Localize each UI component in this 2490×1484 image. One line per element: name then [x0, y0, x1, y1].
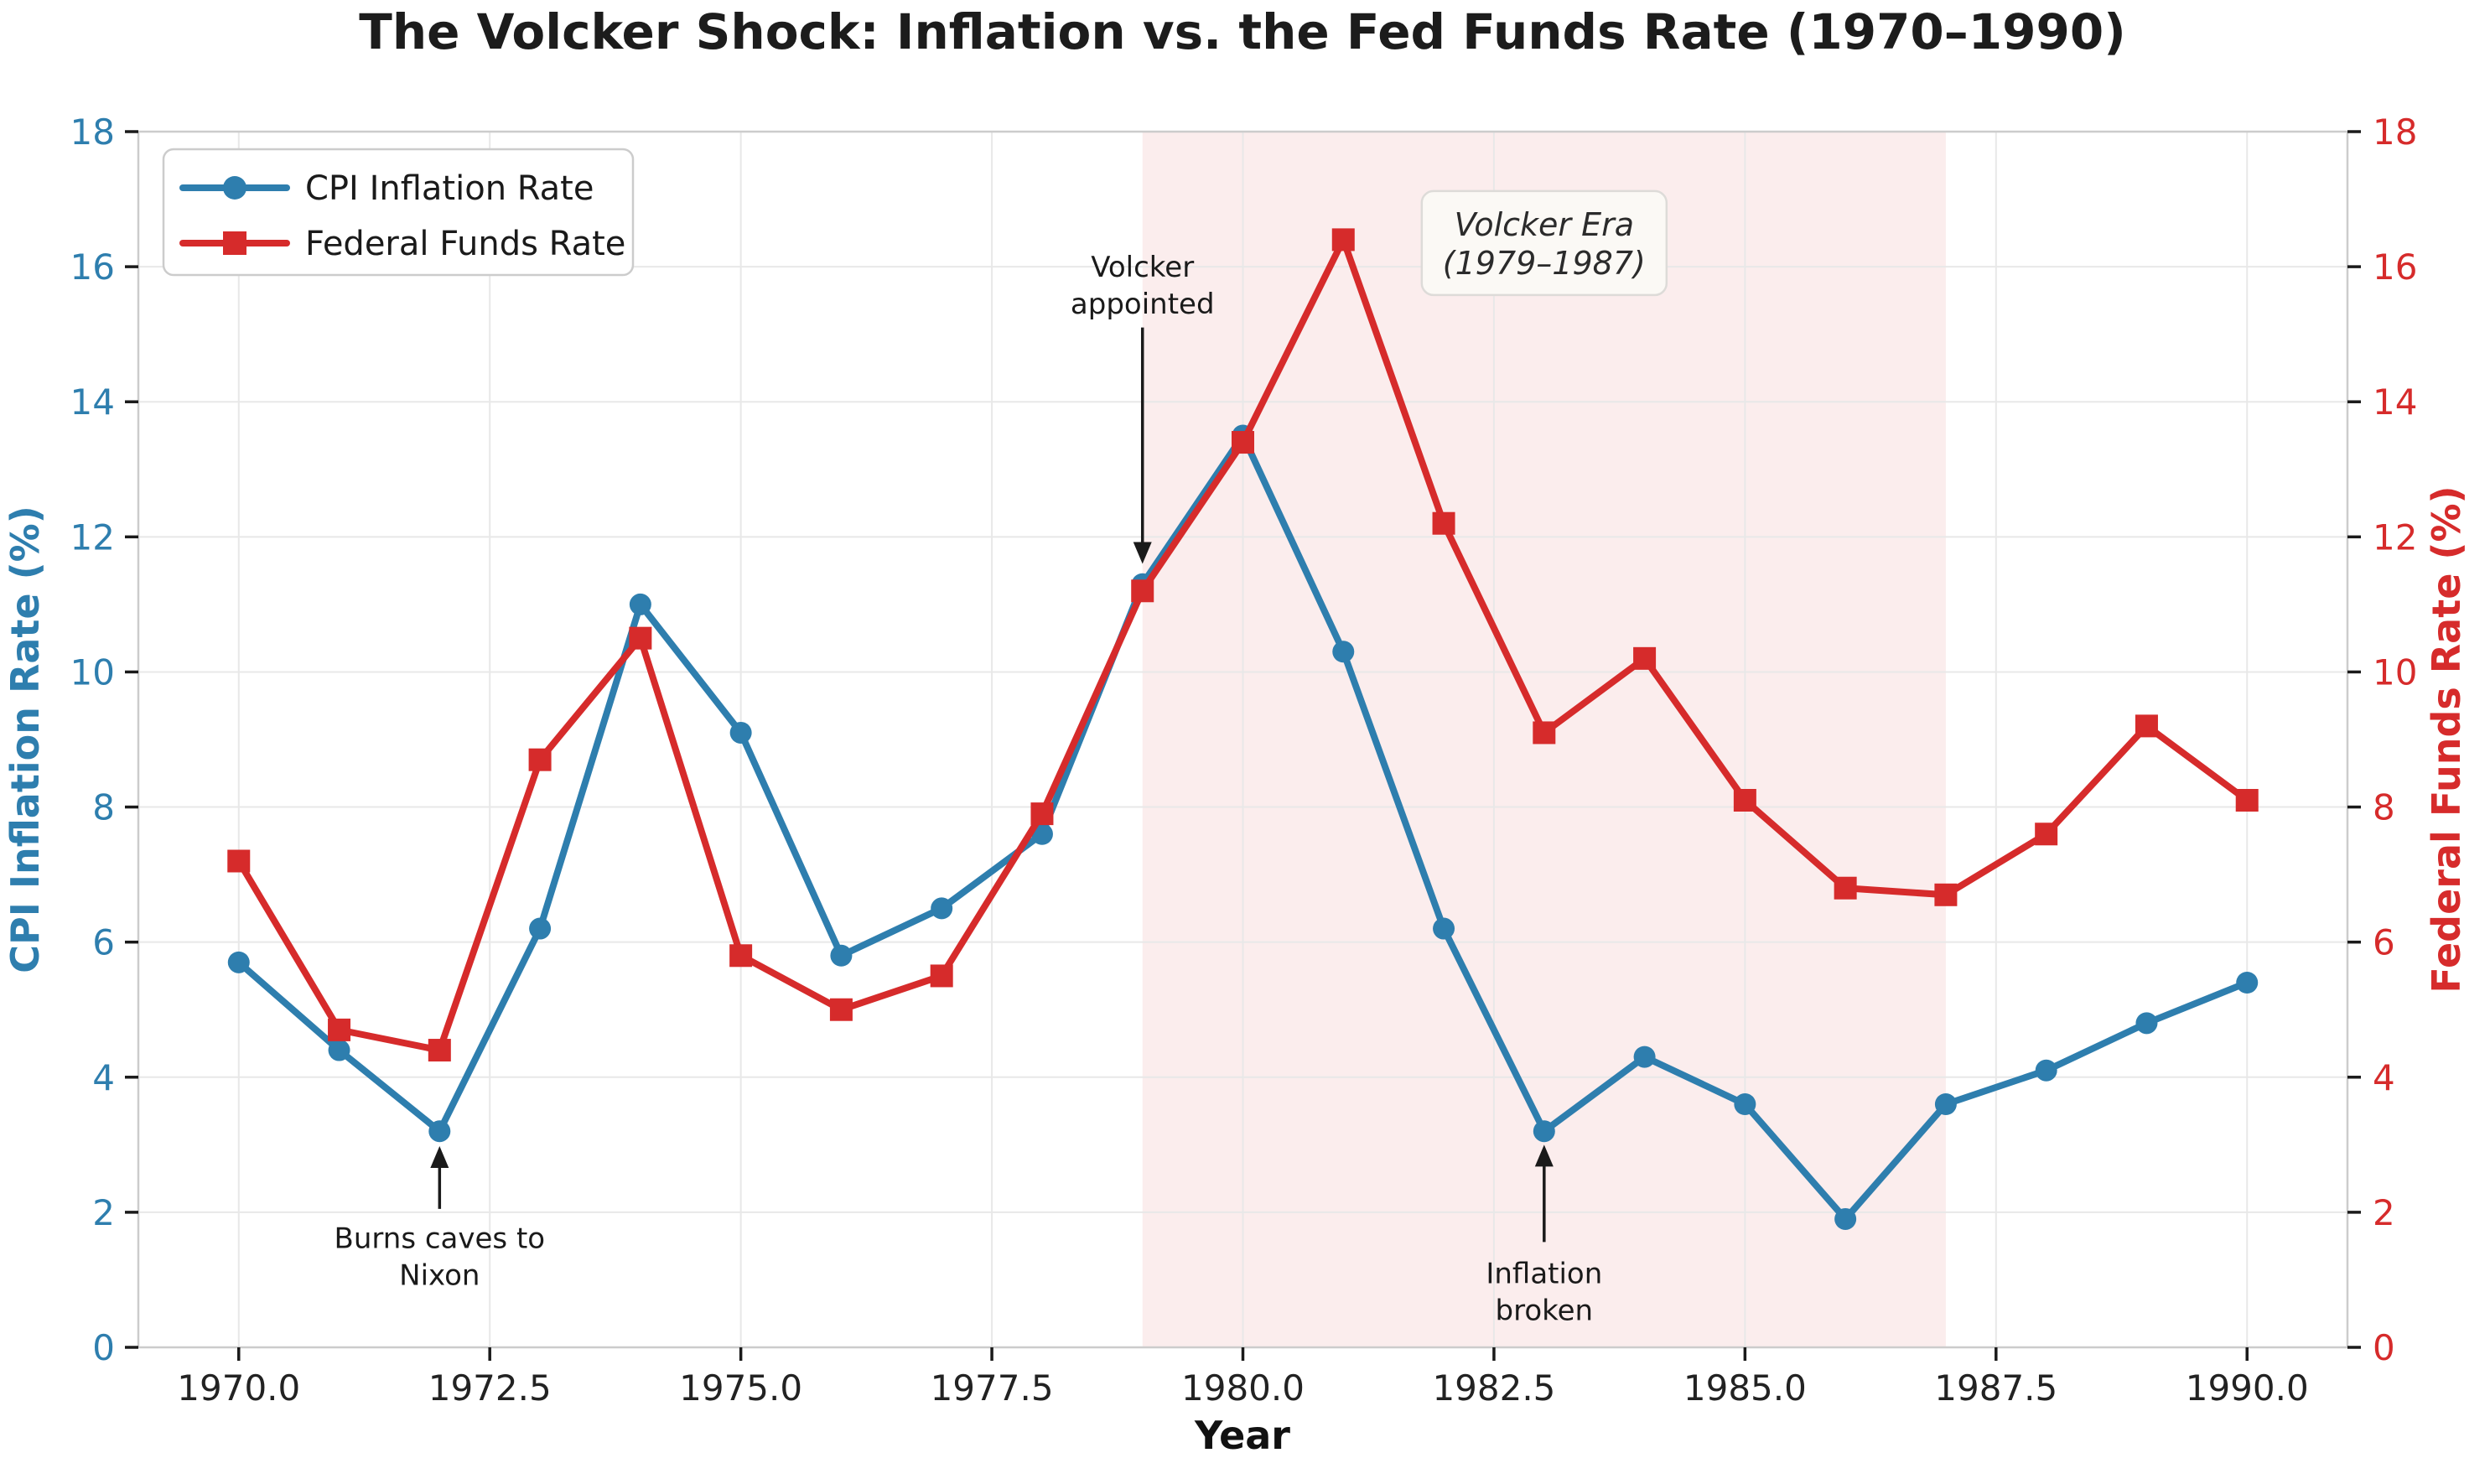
y-left-tick-label: 16 [70, 246, 115, 288]
data-series-layer [227, 228, 2259, 1230]
x-tick-label: 1990.0 [2186, 1367, 2309, 1409]
y-right-tick-label: 16 [2373, 246, 2417, 288]
volcker-era-label: Volcker Era [1455, 206, 1634, 243]
y-left-tick-label: 18 [70, 112, 115, 153]
y-right-axis-label: Federal Funds Rate (%) [2424, 485, 2469, 993]
cpi-data-point [1734, 1093, 1756, 1115]
legend: CPI Inflation Rate Federal Funds Rate [162, 148, 635, 277]
gridline-layer [138, 131, 2347, 1348]
inflation-broken-label: Inflation [1486, 1257, 1602, 1290]
cpi-data-point [428, 1120, 451, 1143]
volcker-appointed-arrow-head [1133, 542, 1152, 564]
cpi-data-point [2035, 1059, 2057, 1082]
x-tick-label: 1975.0 [679, 1367, 802, 1409]
inflation-broken-label: broken [1496, 1294, 1594, 1327]
y-left-tick-label: 8 [92, 787, 115, 828]
fed-funds-data-point [2235, 789, 2259, 812]
fed-funds-data-point [1131, 579, 1154, 603]
cpi-data-point [1633, 1046, 1656, 1068]
x-tick-label: 1987.5 [1934, 1367, 2057, 1409]
cpi-data-point [1834, 1207, 1857, 1230]
y-left-tick-label: 4 [92, 1057, 115, 1098]
y-right-tick-label: 0 [2373, 1327, 2395, 1368]
cpi-data-point [2135, 1012, 2158, 1035]
fed-funds-data-point [1331, 228, 1355, 252]
y-right-tick-label: 18 [2373, 112, 2417, 153]
y-right-tick-label: 6 [2373, 922, 2395, 963]
fed-funds-data-point [1432, 511, 1455, 535]
legend-square-marker-icon [223, 231, 246, 255]
legend-item-label: CPI Inflation Rate [305, 169, 594, 208]
burns-caves-to-nixon-label: Nixon [399, 1259, 480, 1293]
fed-funds-data-point [729, 944, 753, 968]
cpi-data-point [227, 951, 250, 973]
x-tick-label: 1977.5 [931, 1367, 1054, 1409]
fed-funds-data-point [2035, 822, 2058, 846]
fed-funds-data-point [2135, 714, 2158, 738]
cpi-data-point [830, 944, 853, 967]
y-right-tick-label: 14 [2373, 381, 2417, 423]
y-left-tick-label: 2 [92, 1192, 115, 1233]
legend-item-label: Federal Funds Rate [305, 225, 625, 263]
y-right-tick-label: 2 [2373, 1192, 2395, 1233]
fed-funds-data-point [1733, 789, 1756, 812]
cpi-data-point [729, 721, 752, 744]
cpi-data-point [328, 1039, 350, 1061]
y-left-tick-label: 0 [92, 1327, 115, 1368]
volcker-appointed-label: Volcker [1091, 251, 1194, 284]
burns-caves-to-nixon-arrow-head [430, 1145, 449, 1168]
fed-funds-data-point [930, 964, 953, 988]
fed-funds-data-point [1633, 646, 1657, 670]
cpi-data-point [931, 897, 953, 920]
fed-funds-data-point [1030, 802, 1054, 826]
x-tick-label: 1982.5 [1432, 1367, 1555, 1409]
y-right-tick-label: 10 [2373, 651, 2417, 693]
y-left-axis-label: CPI Inflation Rate (%) [3, 506, 48, 973]
volcker-era-label: (1979–1987) [1443, 245, 1646, 282]
y-right-tick-label: 4 [2373, 1057, 2395, 1098]
y-left-tick-label: 6 [92, 922, 115, 963]
volcker-appointed-label: appointed [1071, 288, 1215, 321]
cpi-data-point [1332, 641, 1355, 663]
fed-funds-data-point [1232, 431, 1254, 454]
burns-caves-to-nixon-label: Burns caves to [335, 1222, 546, 1256]
fed-funds-data-point [328, 1018, 351, 1041]
fed-funds-data-point [1834, 876, 1857, 900]
cpi-data-point [629, 593, 651, 615]
x-tick-label: 1972.5 [428, 1367, 552, 1409]
legend-circle-marker-icon [223, 176, 246, 200]
fed-funds-data-point [629, 626, 652, 650]
fed-funds-data-point [1533, 721, 1556, 745]
cpi-data-point [1533, 1120, 1555, 1143]
cpi-data-point [529, 917, 552, 940]
cpi-data-point [2236, 972, 2259, 994]
fed-funds-data-point [428, 1039, 451, 1062]
chart-title: The Volcker Shock: Inflation vs. the Fed… [359, 3, 2125, 60]
cpi-data-point [1934, 1093, 1957, 1115]
cpi-data-point [1433, 917, 1455, 940]
x-tick-label: 1980.0 [1181, 1367, 1305, 1409]
y-right-tick-label: 12 [2373, 516, 2417, 558]
x-tick-label: 1985.0 [1683, 1367, 1807, 1409]
y-left-tick-label: 12 [70, 516, 115, 558]
y-left-tick-label: 14 [70, 381, 115, 423]
axes-layer: 1970.0 1972.5 1975.0 1977.5 1980.0 1982.5 1985… [70, 112, 2418, 1409]
y-left-tick-label: 10 [70, 651, 115, 693]
volcker-era-label-box [1420, 189, 1668, 297]
fed-funds-data-point [528, 748, 552, 771]
y-right-tick-label: 8 [2373, 787, 2395, 828]
inflation-broken-arrow-head [1534, 1144, 1554, 1167]
fed-funds-data-point [1934, 883, 1958, 906]
fed-funds-data-point [227, 849, 251, 873]
x-tick-label: 1970.0 [177, 1367, 300, 1409]
x-axis-label: Year [1194, 1413, 1290, 1458]
fed-funds-data-point [829, 998, 853, 1021]
